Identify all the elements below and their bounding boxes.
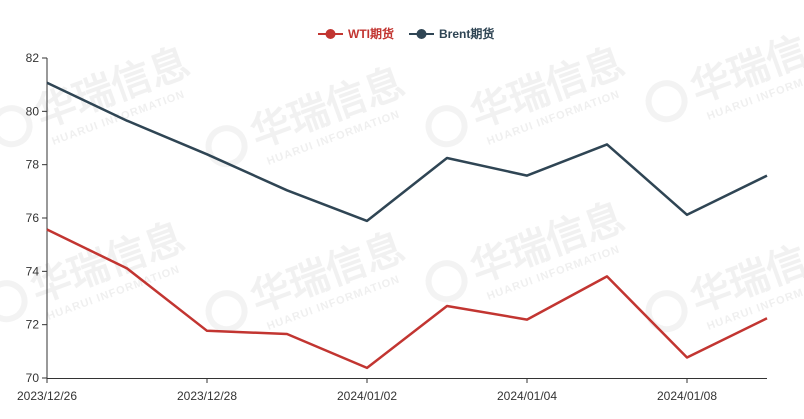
watermark-logo-icon xyxy=(0,105,33,148)
watermark-logo-icon xyxy=(0,280,28,323)
axes: 70 72 74 76 78 80 82 2023/12/26 2023/12/28 2024/0… xyxy=(17,51,767,403)
x-tick-label: 2024/01/04 xyxy=(497,389,557,403)
watermark-logo-icon xyxy=(425,105,468,148)
watermark-logo-icon xyxy=(205,290,248,333)
series-line-1[interactable] xyxy=(46,81,768,223)
y-tick-label: 76 xyxy=(26,211,40,225)
y-tick-label: 82 xyxy=(26,51,40,65)
y-tick-label: 72 xyxy=(26,318,40,332)
y-tick-label: 70 xyxy=(26,371,40,385)
y-tick-label: 74 xyxy=(26,264,40,278)
legend-marker-icon xyxy=(325,29,336,39)
series-lines xyxy=(46,81,768,370)
legend-label: Brent期货 xyxy=(439,26,494,41)
watermark-logo-icon xyxy=(425,260,468,303)
legend-item-0[interactable]: WTI期货 xyxy=(318,26,394,41)
watermark-logo-icon xyxy=(645,290,688,333)
legend-marker-icon xyxy=(416,29,427,39)
y-tick-label: 80 xyxy=(26,104,40,118)
legend-item-1[interactable]: Brent期货 xyxy=(409,26,494,41)
legend-label: WTI期货 xyxy=(348,26,394,41)
x-tick-label: 2023/12/28 xyxy=(177,389,237,403)
watermark-logo-icon xyxy=(645,80,688,123)
x-tick-label: 2023/12/26 xyxy=(17,389,77,403)
x-tick-label: 2024/01/02 xyxy=(337,389,397,403)
series-line-0[interactable] xyxy=(46,228,768,370)
watermark-logo-icon xyxy=(205,125,248,168)
y-tick-label: 78 xyxy=(26,158,40,172)
x-tick-label: 2024/01/08 xyxy=(657,389,717,403)
legend[interactable]: WTI期货 Brent期货 xyxy=(318,26,494,41)
